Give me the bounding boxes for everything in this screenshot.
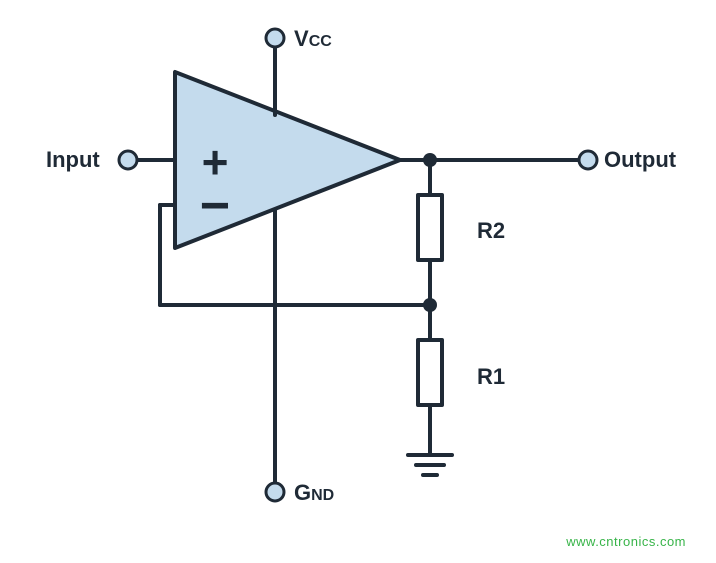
label-r2: R2 (477, 218, 505, 244)
label-input: Input (46, 147, 100, 173)
watermark: www.cntronics.com (566, 534, 686, 549)
label-vcc: VCC (294, 26, 332, 52)
opamp-circuit-diagram: +− (0, 0, 716, 563)
label-gnd: GND (294, 480, 334, 506)
svg-text:−: − (200, 177, 230, 235)
label-vcc-sub: CC (309, 33, 332, 50)
label-gnd-sub: ND (311, 487, 334, 504)
label-r1: R1 (477, 364, 505, 390)
label-output: Output (604, 147, 676, 173)
